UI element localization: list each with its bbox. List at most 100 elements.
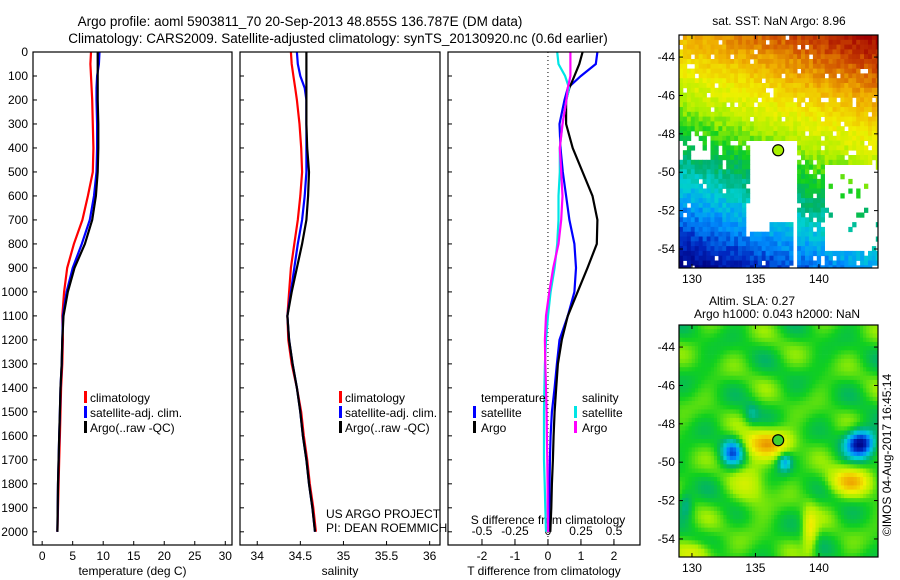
map-cell (848, 135, 853, 141)
map-cell (824, 68, 829, 74)
map-cell (793, 367, 797, 372)
map-cell (739, 506, 743, 512)
map-cell (809, 379, 813, 385)
map-cell (710, 150, 715, 156)
map-cell (702, 97, 707, 103)
x-tick-label: 36 (423, 549, 437, 563)
map-cell (840, 350, 845, 355)
map-cell (812, 350, 816, 355)
map-cell (809, 337, 813, 343)
map-cell (796, 417, 801, 423)
map-cell (726, 439, 731, 444)
map-cell (726, 493, 731, 499)
map-cell (796, 502, 801, 507)
map-cell (802, 396, 807, 402)
map-cell (690, 87, 696, 93)
map-cell (860, 63, 865, 69)
map-cell (685, 375, 689, 381)
map-cell (781, 54, 786, 60)
map-cell (767, 451, 772, 457)
map-cell (685, 350, 689, 355)
map-cell (812, 443, 816, 448)
map-cell (824, 92, 829, 98)
map-cell (825, 371, 829, 376)
map-cell (828, 531, 832, 537)
map-cell (749, 44, 755, 50)
map-cell (739, 510, 743, 516)
map-cell (793, 430, 797, 436)
map-cell (774, 451, 778, 457)
map-cell (815, 396, 820, 402)
map-cell (742, 392, 747, 398)
map-cell (771, 350, 775, 355)
map-cell (698, 464, 702, 469)
map-cell (802, 548, 807, 554)
map-cell (790, 519, 794, 524)
map-cell (831, 527, 835, 533)
map-cell (815, 329, 820, 334)
map-cell (742, 388, 747, 393)
map-cell (777, 477, 781, 482)
map-cell (808, 121, 814, 127)
map-cell (764, 527, 769, 533)
map-cell (757, 126, 762, 132)
map-cell (742, 451, 747, 457)
map-cell (777, 337, 781, 343)
map-cell (836, 260, 841, 266)
map-cell (836, 44, 841, 50)
map-cell (733, 434, 737, 440)
map-cell (713, 350, 718, 355)
map-cell (739, 460, 743, 465)
map-cell (717, 506, 721, 512)
map-cell (698, 379, 702, 385)
map-cell (726, 111, 731, 117)
map-cell (679, 515, 683, 520)
map-cell (726, 231, 731, 237)
map-cell (844, 358, 848, 364)
map-cell (820, 87, 825, 93)
map-cell (691, 341, 696, 347)
map-cell (706, 183, 711, 189)
map-cell (767, 371, 772, 376)
map-cell (820, 155, 825, 161)
map-cell (825, 426, 829, 431)
map-cell (774, 447, 778, 452)
map-cell (710, 329, 715, 334)
map-cell (812, 363, 816, 368)
map-cell (793, 358, 797, 364)
map-cell (831, 329, 835, 334)
map-cell (844, 116, 849, 122)
map-cell (821, 405, 826, 410)
map-cell (722, 217, 727, 223)
map-cell (773, 116, 778, 122)
map-cell (733, 371, 737, 376)
map-cell (875, 260, 879, 266)
map-cell (679, 78, 684, 84)
map-cell (679, 464, 683, 469)
map-cell (726, 193, 731, 199)
map-cell (730, 126, 735, 132)
map-cell (806, 426, 810, 431)
map-cell (718, 68, 723, 74)
map-cell (840, 337, 845, 343)
map-cell (745, 371, 750, 376)
map-cell (820, 68, 825, 74)
map-cell (860, 121, 865, 127)
map-cell (722, 35, 727, 41)
map-cell (790, 527, 794, 533)
map-cell (806, 396, 810, 402)
map-cell (702, 255, 707, 261)
x-axis-label: salinity (322, 564, 359, 578)
map-cell (755, 350, 759, 355)
map-cell (783, 434, 788, 440)
map-cell (785, 68, 790, 74)
map-cell (793, 460, 797, 465)
map-cell (726, 83, 731, 89)
map-cell (701, 346, 705, 351)
map-cell (820, 102, 825, 108)
map-cell (691, 358, 696, 364)
map-cell (717, 536, 721, 541)
map-cell (797, 107, 802, 113)
map-cell (722, 83, 727, 89)
map-cell (799, 430, 804, 436)
